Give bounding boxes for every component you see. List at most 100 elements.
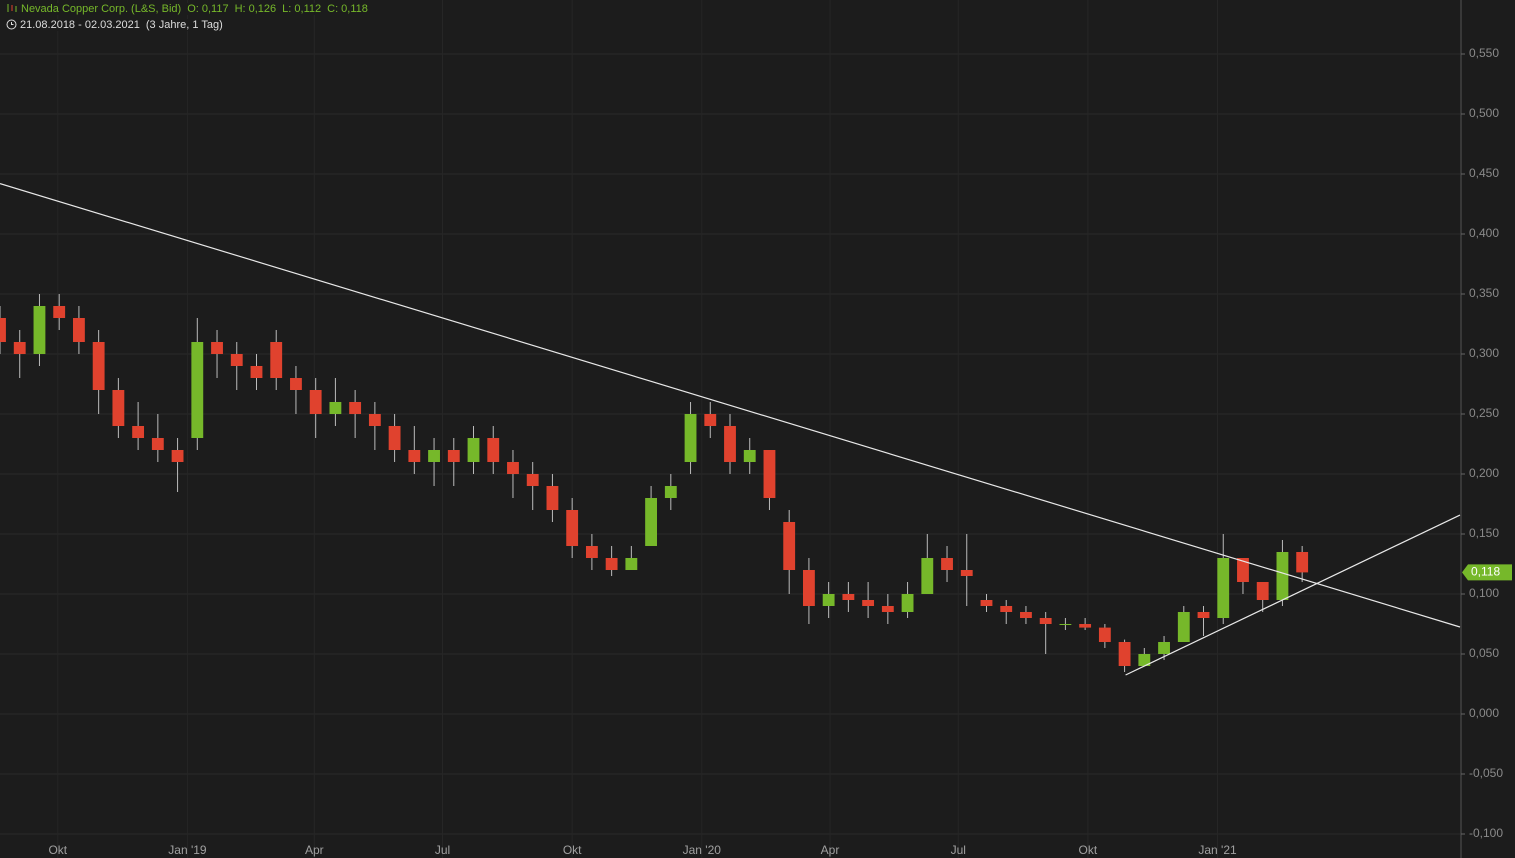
x-tick-label: Jul (435, 843, 450, 857)
candle-body (171, 450, 184, 462)
y-tick-label: 0,000 (1469, 706, 1499, 720)
candle-body (566, 510, 579, 546)
ohlc-close: C: 0,118 (327, 3, 368, 15)
trend-line (0, 183, 1461, 628)
candle-body (211, 342, 223, 354)
candle-body (92, 342, 105, 390)
y-tick-label: -0,050 (1469, 766, 1503, 780)
candle-body (1237, 558, 1249, 582)
date-range: 21.08.2018 - 02.03.2021 (20, 19, 140, 31)
candle-body (447, 450, 460, 462)
legend-line-1: Nevada Copper Corp. (L&S, Bid) O: 0,117 H:… (4, 3, 376, 15)
candle-body (112, 390, 125, 426)
candle-body (132, 426, 145, 438)
candle-body (605, 558, 618, 570)
candle-body (960, 570, 973, 576)
y-tick-label: 0,450 (1469, 166, 1499, 180)
ohlc-high: H: 0,126 (234, 3, 277, 15)
candle-body (1000, 606, 1013, 612)
candle-body (1197, 612, 1210, 618)
chart-icon (7, 4, 17, 12)
candle-body (980, 600, 993, 606)
y-tick-label: 0,500 (1469, 106, 1499, 120)
candle-body (881, 606, 894, 612)
x-tick-label: Okt (1079, 843, 1098, 857)
candle-body (1276, 552, 1289, 600)
clock-icon (6, 19, 17, 30)
candle-body (704, 414, 717, 426)
x-tick-label: Okt (563, 843, 582, 857)
x-tick-label: Apr (821, 843, 840, 857)
y-tick-label: -0,100 (1469, 826, 1503, 840)
candle-body (349, 402, 362, 414)
candle-body (1039, 618, 1052, 624)
candle-body (941, 558, 953, 570)
candle-body (625, 558, 638, 570)
candle-body (230, 354, 243, 366)
y-tick-label: 0,300 (1469, 346, 1499, 360)
instrument-name: Nevada Copper Corp. (L&S, Bid) (21, 3, 182, 15)
trend-line (1125, 514, 1461, 676)
candle-body (329, 402, 342, 414)
candle-body (73, 318, 85, 342)
candle-body (1020, 612, 1032, 618)
x-tick-label: Okt (48, 843, 67, 857)
candle-body (151, 438, 164, 450)
candle-body (1098, 627, 1111, 642)
candle-body (1256, 582, 1269, 600)
legend-line-2: 21.08.2018 - 02.03.2021 (3 Jahre, 1 Tag) (4, 19, 231, 31)
y-tick-label: 0,200 (1469, 466, 1499, 480)
candle-body (921, 558, 934, 594)
x-tick-label: Jul (951, 843, 966, 857)
candle-body (546, 486, 559, 510)
candle-body (1296, 552, 1309, 573)
candle-body (1138, 654, 1151, 666)
last-price-label: 0,118 (1471, 565, 1500, 579)
y-tick-label: 0,350 (1469, 286, 1499, 300)
candle-body (1158, 642, 1170, 654)
period: (3 Jahre, 1 Tag) (145, 19, 223, 31)
candle-body (368, 414, 381, 426)
candle-body (526, 474, 539, 486)
candle-body (487, 438, 500, 462)
candle-body (645, 498, 657, 546)
candle-body (191, 342, 204, 438)
x-tick-label: Jan '20 (683, 843, 722, 857)
y-tick-label: 0,100 (1469, 586, 1499, 600)
candle-body (822, 594, 835, 606)
candle-body (664, 486, 677, 498)
candle-body (1059, 624, 1072, 625)
candle-body (270, 342, 283, 378)
candle-body (1177, 612, 1190, 642)
candle-body (428, 450, 440, 462)
candle-body (290, 378, 302, 390)
x-tick-label: Jan '19 (168, 843, 207, 857)
ohlc-low: L: 0,112 (282, 3, 322, 15)
candle-body (783, 522, 796, 570)
candle-body (53, 306, 66, 318)
candle-body (743, 450, 756, 462)
y-tick-label: 0,400 (1469, 226, 1499, 240)
candle-body (388, 426, 401, 450)
last-price-badge (1462, 564, 1512, 581)
candle-body (684, 414, 697, 462)
candle-body (901, 594, 914, 612)
candle-body (0, 318, 6, 342)
y-tick-label: 0,050 (1469, 646, 1499, 660)
candle-body (250, 366, 263, 378)
candle-body (724, 426, 736, 462)
candle-body (467, 438, 480, 462)
candle-body (1079, 624, 1092, 628)
y-tick-label: 0,550 (1469, 46, 1499, 60)
candle-body (862, 600, 875, 606)
candle-body (13, 342, 26, 354)
candle-body (309, 390, 322, 414)
candle-body (585, 546, 598, 558)
y-tick-label: 0,250 (1469, 406, 1499, 420)
y-tick-label: 0,150 (1469, 526, 1499, 540)
candle-body (842, 594, 855, 600)
ohlc-open: O: 0,117 (187, 3, 229, 15)
